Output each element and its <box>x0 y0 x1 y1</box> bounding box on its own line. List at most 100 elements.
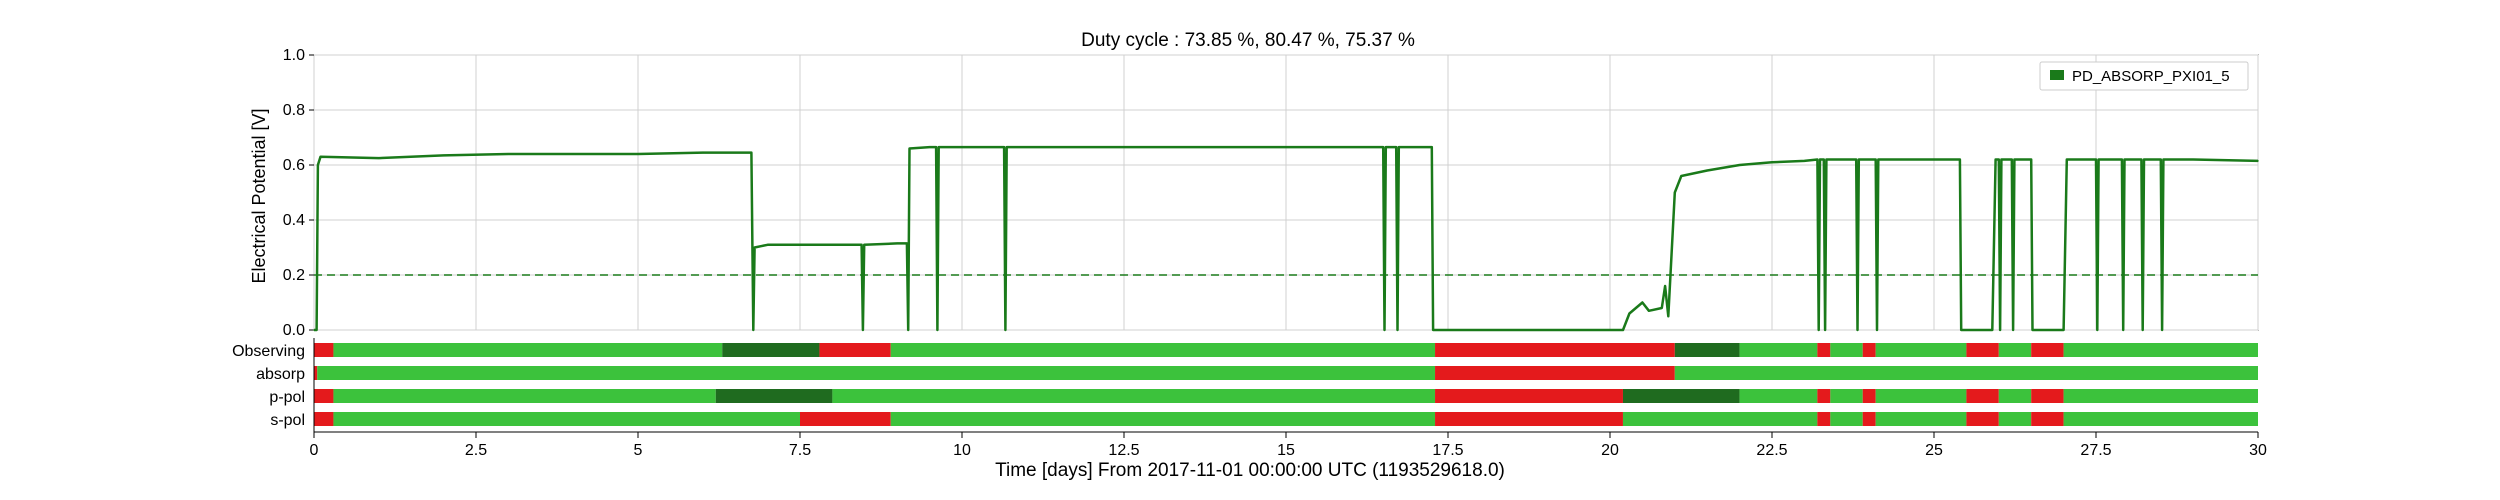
state-segment-on <box>333 389 716 403</box>
data-point <box>1667 315 1670 318</box>
data-point <box>313 329 315 331</box>
data-point <box>1823 158 1825 161</box>
state-segment-on <box>1875 412 1967 426</box>
state-segment-off <box>1817 343 1831 357</box>
data-point <box>907 329 909 331</box>
data-point <box>1706 169 1708 172</box>
data-point <box>2122 329 2124 331</box>
data-point <box>1382 146 1384 148</box>
data-point <box>1383 329 1386 331</box>
data-point <box>1622 329 1624 331</box>
data-point <box>2123 158 2126 161</box>
data-point <box>1641 301 1644 304</box>
state-segment-off <box>2031 412 2064 426</box>
data-point <box>2257 160 2259 162</box>
state-bars: Observing absorp p-pol s-pol <box>232 338 2258 433</box>
data-point <box>2031 329 2034 331</box>
y-tick-label: 0.6 <box>283 157 305 174</box>
data-point <box>1856 329 1859 331</box>
data-point <box>2143 158 2145 161</box>
state-segment-off <box>2031 389 2064 403</box>
state-segment-off <box>1862 389 1876 403</box>
data-point <box>1680 175 1683 177</box>
state-segment-off <box>1862 343 1876 357</box>
x-tick-label: 12.5 <box>1108 442 1139 459</box>
data-point <box>766 244 769 246</box>
data-point <box>1999 329 2001 331</box>
y-tick-label: 0.0 <box>283 322 305 339</box>
data-point <box>2097 158 2100 161</box>
state-segment-on <box>333 412 800 426</box>
data-point <box>1824 329 1826 331</box>
data-point <box>315 329 318 331</box>
legend-label: PD_ABSORP_PXI01_5 <box>2072 68 2230 85</box>
x-tick-label: 0 <box>310 442 319 459</box>
data-point <box>2095 158 2097 161</box>
data-point <box>2161 329 2163 331</box>
state-segment-on <box>317 366 1436 380</box>
data-point <box>1674 191 1676 194</box>
state-segment-on <box>1739 389 1818 403</box>
data-point <box>2162 158 2165 161</box>
x-tick-label: 22.5 <box>1756 442 1787 459</box>
state-segment-off <box>819 343 891 357</box>
data-point <box>2013 158 2016 161</box>
data-point <box>2062 329 2065 331</box>
data-point <box>1003 146 1005 148</box>
data-point <box>935 146 937 148</box>
state-segment-off <box>1966 412 1999 426</box>
chart-title: Duty cycle : 73.85 %, 80.47 %, 75.37 % <box>1081 30 1415 51</box>
state-segment-on <box>2063 389 2258 403</box>
data-point <box>572 153 574 155</box>
state-segment-on <box>1998 412 2032 426</box>
data-point <box>1991 329 1994 331</box>
x-tick-label: 25 <box>1925 442 1943 459</box>
state-segment-off <box>800 412 891 426</box>
x-tick-label: 17.5 <box>1432 442 1463 459</box>
data-point <box>2140 158 2143 161</box>
data-point <box>1994 158 1997 161</box>
state-segment-dark <box>1622 389 1740 403</box>
data-point <box>896 242 898 245</box>
x-tick-label: 27.5 <box>2080 442 2111 459</box>
data-point <box>936 329 939 331</box>
data-point <box>1858 158 1860 161</box>
state-segment-on <box>1739 343 1818 357</box>
state-segment-on <box>1830 343 1863 357</box>
data-point <box>1398 146 1400 148</box>
data-point <box>2066 158 2068 161</box>
state-segment-on <box>832 389 1436 403</box>
data-point <box>1431 146 1433 148</box>
data-point <box>1628 312 1631 315</box>
state-segment-on <box>890 343 1436 357</box>
data-point <box>862 329 864 331</box>
data-point <box>860 244 863 246</box>
data-point <box>831 244 834 246</box>
data-point <box>2012 329 2014 331</box>
state-segment-off <box>2031 343 2064 357</box>
data-point <box>753 246 756 249</box>
legend-box <box>2039 61 2249 91</box>
data-point <box>937 146 940 148</box>
data-point <box>2030 158 2032 161</box>
data-point <box>1004 329 1007 331</box>
data-point <box>1960 329 1962 331</box>
data-point <box>1123 146 1125 148</box>
data-point <box>1817 329 1820 331</box>
data-point <box>1395 146 1397 148</box>
data-point <box>1285 146 1287 148</box>
state-segment-on <box>2063 343 2258 357</box>
data-point <box>1803 160 1806 162</box>
state-segment-on <box>1622 412 1818 426</box>
state-segment-on <box>333 343 723 357</box>
state-segment-off <box>314 343 334 357</box>
y-tick-label: 0.8 <box>283 102 305 119</box>
data-point <box>1855 158 1857 161</box>
data-point <box>1874 158 1877 161</box>
data-point <box>1876 329 1878 331</box>
state-segment-off <box>1817 389 1831 403</box>
state-segment-off <box>1435 343 1675 357</box>
state-segment-on <box>1875 343 1967 357</box>
data-point <box>2000 158 2003 161</box>
